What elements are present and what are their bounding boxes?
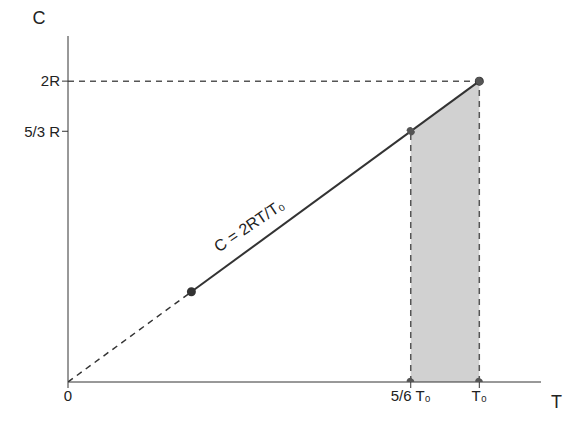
svg-text:C: C xyxy=(33,8,46,28)
svg-text:C = 2RT/T₀: C = 2RT/T₀ xyxy=(211,196,287,255)
svg-text:T₀: T₀ xyxy=(472,387,487,404)
svg-text:5/6 T₀: 5/6 T₀ xyxy=(391,387,431,404)
svg-text:5/3 R: 5/3 R xyxy=(24,123,60,140)
svg-text:T: T xyxy=(551,392,562,412)
svg-text:0: 0 xyxy=(64,387,72,404)
svg-text:2R: 2R xyxy=(41,72,60,89)
